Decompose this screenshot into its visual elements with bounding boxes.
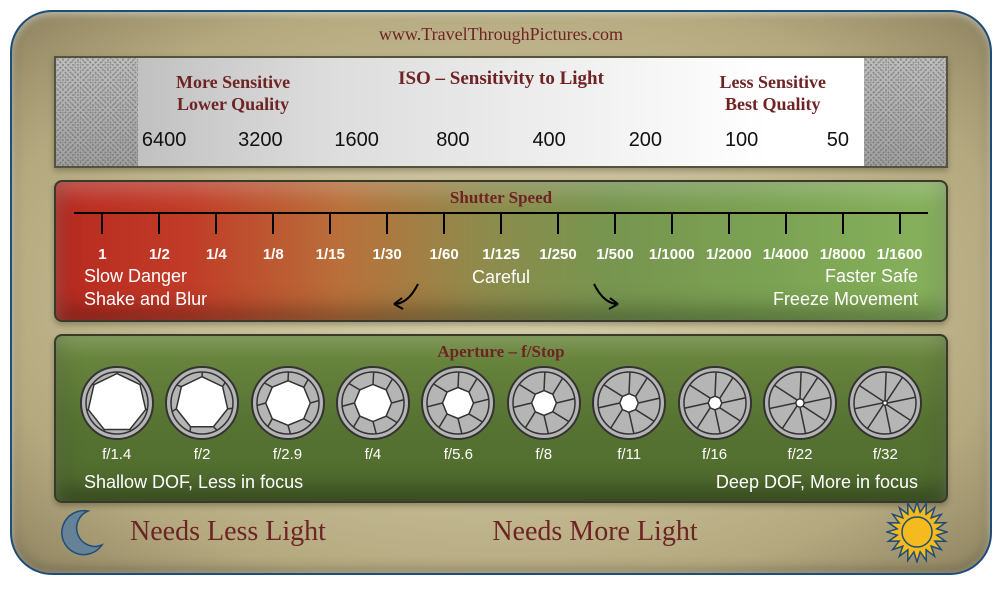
shutter-value: 1/250 <box>530 246 587 263</box>
aperture-title: Aperture – f/Stop <box>56 342 946 362</box>
shutter-value: 1/8 <box>245 246 302 263</box>
shutter-value: 1/15 <box>302 246 359 263</box>
shutter-value: 1/30 <box>359 246 416 263</box>
aperture-item: f/32 <box>843 364 928 463</box>
aperture-label: f/4 <box>330 446 415 463</box>
iso-right-label: Less Sensitive Best Quality <box>719 72 826 115</box>
aperture-label: f/32 <box>843 446 928 463</box>
iso-values: 64003200160080040020010050 <box>116 129 886 152</box>
aperture-row: f/1.4f/2f/2.9f/4f/5.6f/8f/11f/16f/22f/32 <box>74 364 928 463</box>
shutter-axis <box>74 212 928 244</box>
shutter-value: 1/2 <box>131 246 188 263</box>
shutter-value: 1/4000 <box>757 246 814 263</box>
iso-value: 100 <box>694 129 790 152</box>
aperture-panel: Aperture – f/Stop f/1.4f/2f/2.9f/4f/5.6f… <box>54 334 948 503</box>
shutter-value: 1/500 <box>586 246 643 263</box>
aperture-item: f/22 <box>757 364 842 463</box>
aperture-item: f/5.6 <box>416 364 501 463</box>
shutter-panel: Shutter Speed 11/21/41/81/151/301/601/12… <box>54 180 948 322</box>
aperture-label: f/5.6 <box>416 446 501 463</box>
arrow-left-icon <box>386 282 426 310</box>
iso-value: 800 <box>405 129 501 152</box>
shutter-value: 1/8000 <box>814 246 871 263</box>
shutter-value: 1/1600 <box>871 246 928 263</box>
iso-value: 3200 <box>212 129 308 152</box>
exposure-triangle-card: www.TravelThroughPictures.com ISO – Sens… <box>10 10 992 575</box>
aperture-label: f/2.9 <box>245 446 330 463</box>
footer-left-label: Needs Less Light <box>130 516 326 548</box>
aperture-item: f/4 <box>330 364 415 463</box>
moon-icon <box>54 505 108 559</box>
aperture-label: f/2 <box>159 446 244 463</box>
light-footer: Needs Less Light Needs More Light <box>54 505 948 559</box>
shutter-values: 11/21/41/81/151/301/601/1251/2501/5001/1… <box>74 246 928 263</box>
shutter-right-label: Faster Safe Freeze Movement <box>773 265 918 310</box>
iso-value: 6400 <box>116 129 212 152</box>
aperture-label: f/11 <box>586 446 671 463</box>
iso-left-label: More Sensitive Lower Quality <box>176 72 290 115</box>
aperture-right-label: Deep DOF, More in focus <box>716 472 918 493</box>
aperture-label: f/1.4 <box>74 446 159 463</box>
aperture-label: f/8 <box>501 446 586 463</box>
aperture-item: f/1.4 <box>74 364 159 463</box>
aperture-item: f/2.9 <box>245 364 330 463</box>
arrow-right-icon <box>586 282 626 310</box>
shutter-value: 1/60 <box>416 246 473 263</box>
iso-value: 200 <box>597 129 693 152</box>
shutter-value: 1 <box>74 246 131 263</box>
aperture-item: f/11 <box>586 364 671 463</box>
shutter-value: 1/4 <box>188 246 245 263</box>
shutter-value: 1/125 <box>473 246 530 263</box>
sun-icon <box>886 501 948 563</box>
iso-panel: ISO – Sensitivity to Light More Sensitiv… <box>54 56 948 168</box>
aperture-label: f/16 <box>672 446 757 463</box>
shutter-value: 1/2000 <box>700 246 757 263</box>
aperture-item: f/2 <box>159 364 244 463</box>
shutter-value: 1/1000 <box>643 246 700 263</box>
aperture-label: f/22 <box>757 446 842 463</box>
aperture-left-label: Shallow DOF, Less in focus <box>84 472 303 493</box>
footer-right-label: Needs More Light <box>492 516 697 548</box>
aperture-item: f/16 <box>672 364 757 463</box>
iso-value: 50 <box>790 129 886 152</box>
iso-value: 400 <box>501 129 597 152</box>
aperture-item: f/8 <box>501 364 586 463</box>
source-url: www.TravelThroughPictures.com <box>12 24 990 45</box>
iso-value: 1600 <box>309 129 405 152</box>
shutter-title: Shutter Speed <box>56 188 946 208</box>
